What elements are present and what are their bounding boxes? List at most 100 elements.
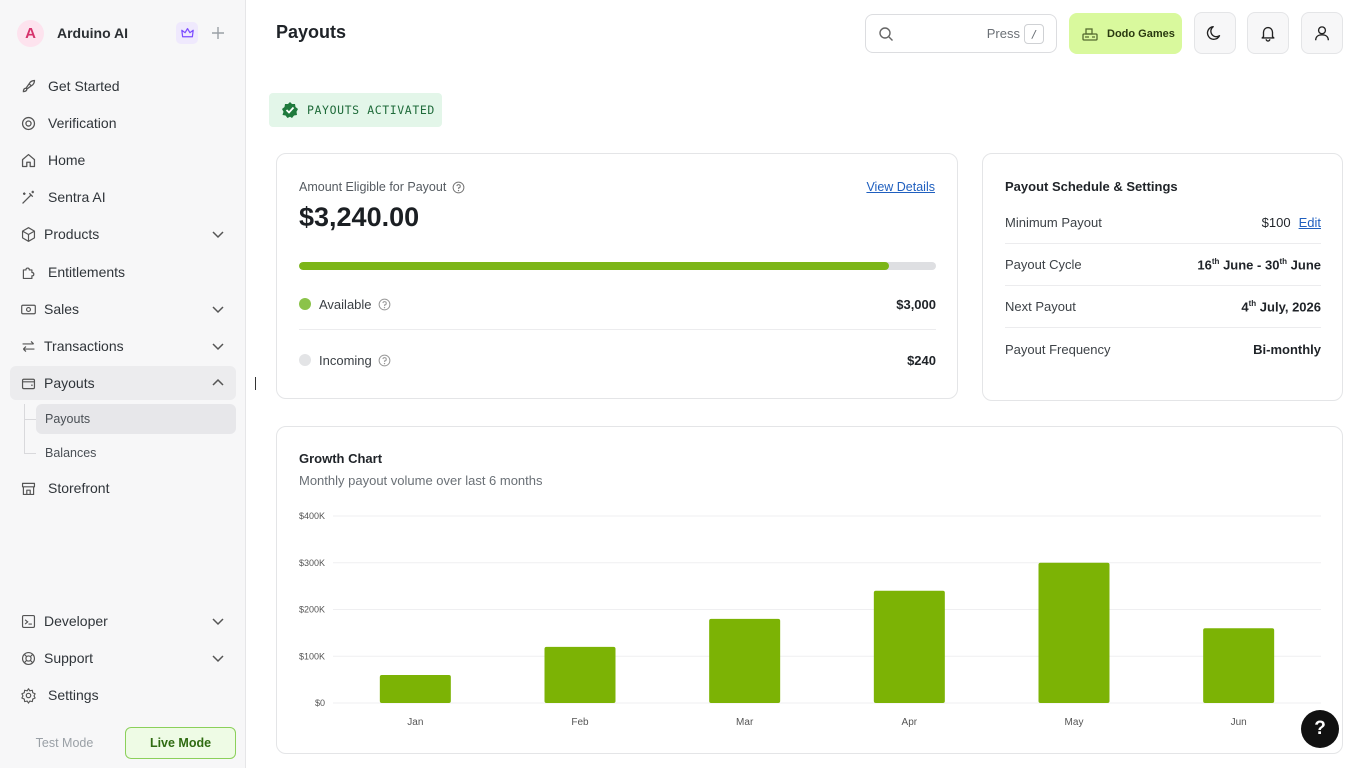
bar-feb[interactable] xyxy=(544,646,616,703)
bar-may[interactable] xyxy=(1038,562,1110,703)
test-mode-button[interactable]: Test Mode xyxy=(35,736,94,750)
org-switcher[interactable]: A Arduino AI xyxy=(17,19,232,47)
sidebar-item-label: Products xyxy=(44,226,100,242)
y-tick-label: $200K xyxy=(299,605,325,615)
chevron-down-icon[interactable] xyxy=(211,227,225,241)
sidebar-item-sentra-ai[interactable]: Sentra AI xyxy=(10,180,236,214)
next-payout-row: Next Payout 4th July, 2026 xyxy=(1005,286,1321,328)
sidebar-item-label: Support xyxy=(44,650,94,666)
schedule-title: Payout Schedule & Settings xyxy=(1005,179,1178,194)
progress-fill xyxy=(299,262,889,270)
box-icon xyxy=(18,224,38,244)
incoming-value: $240 xyxy=(907,352,936,368)
sidebar-item-payouts[interactable]: Payouts xyxy=(10,366,236,400)
growth-bar-chart: $0 $100K $200K $300K $400K Jan Feb Mar Apr May Jun xyxy=(299,511,1321,728)
x-tick-label: Feb xyxy=(571,717,589,728)
search-shortcut: / xyxy=(1024,24,1044,44)
submenu-tick xyxy=(24,453,36,454)
sidebar-item-settings[interactable]: Settings xyxy=(10,678,236,712)
bar-jan[interactable] xyxy=(379,674,451,703)
sidebar-item-label: Settings xyxy=(48,687,99,703)
sidebar-item-label: Payouts xyxy=(44,375,95,391)
lifebuoy-icon xyxy=(18,648,38,668)
chevron-down-icon[interactable] xyxy=(211,302,225,316)
storefront-icon xyxy=(18,478,38,498)
puzzle-icon xyxy=(18,262,38,282)
theme-toggle-button[interactable] xyxy=(1194,12,1236,54)
growth-chart-card: Growth Chart Monthly payout volume over … xyxy=(276,426,1343,754)
chart-title: Growth Chart xyxy=(299,451,383,466)
submenu-tick xyxy=(24,419,36,420)
help-button[interactable]: ? xyxy=(1301,710,1339,748)
sidebar-item-storefront[interactable]: Storefront xyxy=(10,471,236,505)
avatar: A xyxy=(17,19,44,47)
amount-label: Amount Eligible for Payout xyxy=(299,180,447,194)
home-icon xyxy=(18,150,38,170)
sidebar-item-label: Sentra AI xyxy=(48,189,106,205)
sidebar-item-verification[interactable]: Verification xyxy=(10,106,236,140)
next-payout-label: Next Payout xyxy=(1005,299,1076,314)
sidebar-item-transactions[interactable]: Transactions xyxy=(10,329,236,363)
add-org-icon[interactable] xyxy=(207,22,229,44)
sidebar: A Arduino AI Get Started Verification Ho… xyxy=(0,0,246,768)
payout-cycle-label: Payout Cycle xyxy=(1005,257,1082,272)
sidebar-item-get-started[interactable]: Get Started xyxy=(10,69,236,103)
org-button[interactable]: Dodo Games xyxy=(1069,13,1182,54)
gear-icon xyxy=(18,685,38,705)
verification-icon xyxy=(18,113,38,133)
chevron-up-icon[interactable] xyxy=(211,376,225,390)
bar-mar[interactable] xyxy=(709,618,781,703)
rocket-icon xyxy=(18,76,38,96)
x-tick-label: May xyxy=(1065,717,1084,728)
wallet-icon xyxy=(18,373,38,393)
x-tick-label: Jun xyxy=(1231,717,1247,728)
sidebar-item-label: Verification xyxy=(48,115,117,131)
profile-button[interactable] xyxy=(1301,12,1343,54)
sidebar-item-sales[interactable]: Sales xyxy=(10,292,236,326)
crown-icon[interactable] xyxy=(176,22,198,44)
search-input[interactable]: Press / xyxy=(865,14,1057,53)
view-details-link[interactable]: View Details xyxy=(866,180,935,194)
text-cursor xyxy=(255,377,256,390)
amount-label-row: Amount Eligible for Payout xyxy=(299,180,465,194)
payout-cycle-row: Payout Cycle 16th June - 30th June xyxy=(1005,244,1321,286)
help-circle-icon[interactable] xyxy=(378,354,391,367)
notifications-button[interactable] xyxy=(1247,12,1289,54)
verified-check-icon xyxy=(282,102,298,118)
bell-icon xyxy=(1261,26,1275,42)
minimum-payout-value: $100 xyxy=(1261,215,1291,230)
y-tick-label: $400K xyxy=(299,511,325,521)
search-icon xyxy=(879,26,893,41)
payout-frequency-label: Payout Frequency xyxy=(1005,341,1111,357)
sidebar-item-developer[interactable]: Developer xyxy=(10,604,236,638)
sidebar-item-home[interactable]: Home xyxy=(10,143,236,177)
payout-frequency-value: Bi-monthly xyxy=(1253,341,1321,357)
sidebar-item-support[interactable]: Support xyxy=(10,641,236,675)
sidebar-subitem-payouts[interactable]: Payouts xyxy=(36,404,236,434)
sidebar-subitem-balances[interactable]: Balances xyxy=(45,446,97,460)
arrows-swap-icon xyxy=(18,336,38,356)
y-tick-label: $0 xyxy=(315,698,325,708)
x-tick-label: Mar xyxy=(736,717,754,728)
magic-wand-icon xyxy=(18,187,38,207)
chevron-down-icon[interactable] xyxy=(211,614,225,628)
edit-minimum-payout-link[interactable]: Edit xyxy=(1298,215,1321,230)
sidebar-item-label: Transactions xyxy=(44,338,124,354)
help-circle-icon[interactable] xyxy=(378,298,391,311)
help-circle-icon[interactable] xyxy=(452,181,465,194)
amount-value: $3,240.00 xyxy=(299,202,420,232)
sidebar-item-label: Sales xyxy=(44,301,80,317)
live-mode-button[interactable]: Live Mode xyxy=(125,727,236,759)
sidebar-item-label: Get Started xyxy=(48,78,120,94)
user-icon xyxy=(1315,26,1329,41)
org-name: Arduino AI xyxy=(57,25,129,41)
sidebar-item-products[interactable]: Products xyxy=(10,217,236,251)
chevron-down-icon[interactable] xyxy=(211,651,225,665)
available-label: Available xyxy=(319,296,372,312)
bar-apr[interactable] xyxy=(873,590,945,703)
bar-jun[interactable] xyxy=(1203,628,1275,703)
y-tick-label: $300K xyxy=(299,558,325,568)
status-text: PAYOUTS ACTIVATED xyxy=(307,103,435,117)
sidebar-item-entitlements[interactable]: Entitlements xyxy=(10,255,236,289)
chevron-down-icon[interactable] xyxy=(211,339,225,353)
